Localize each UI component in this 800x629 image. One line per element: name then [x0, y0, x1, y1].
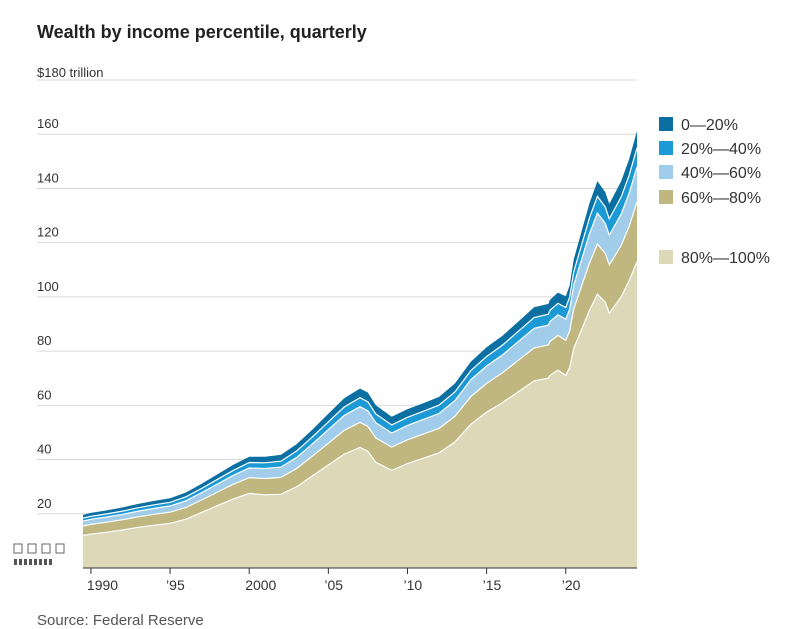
layer-boundary-line	[82, 261, 638, 537]
legend-label: 80%—100%	[681, 250, 770, 267]
y-tick-label: 20	[37, 496, 51, 511]
chart-title: Wealth by income percentile, quarterly	[37, 22, 367, 42]
area-series	[83, 202, 637, 536]
legend-swatch	[659, 117, 673, 131]
x-tick-label: ’15	[483, 577, 502, 593]
y-tick-label: 140	[37, 170, 59, 185]
x-tick-label: ’05	[324, 577, 343, 593]
x-tick-label: ’10	[403, 577, 422, 593]
legend-swatch	[659, 190, 673, 204]
legend-swatch	[659, 141, 673, 155]
area-series	[83, 261, 637, 568]
x-tick-label: 2000	[245, 577, 276, 593]
legend-swatch	[659, 250, 673, 264]
legend-label: 20%—40%	[681, 141, 761, 158]
x-tick-label: 1990	[87, 577, 118, 593]
y-tick-label: 40	[37, 442, 51, 457]
x-tick-label: ’20	[562, 577, 581, 593]
y-tick-label: 60	[37, 387, 51, 402]
y-tick-label: 160	[37, 116, 59, 131]
layer-boundaries	[82, 147, 638, 537]
y-tick-label: 100	[37, 279, 59, 294]
y-axis-top-label: $180 trillion	[37, 65, 104, 80]
y-axis-ticks: 20 40 60 80 100 120 140 160	[37, 116, 59, 511]
site-watermark-icon	[13, 543, 65, 565]
layer-boundary-line	[82, 166, 638, 522]
legend: 0—20% 20%—40% 40%—60% 60%—80% 80%—100%	[659, 117, 770, 267]
x-tick-label: ’95	[166, 577, 185, 593]
y-tick-label: 120	[37, 225, 59, 240]
legend-label: 60%—80%	[681, 190, 761, 207]
source-note: Source: Federal Reserve	[37, 612, 204, 629]
legend-swatch	[659, 165, 673, 179]
y-tick-label: 80	[37, 333, 51, 348]
legend-label: 0—20%	[681, 117, 738, 134]
x-axis: 1990 ’95 2000 ’05 ’10 ’15 ’20	[83, 567, 637, 593]
layer-boundary-line	[82, 147, 638, 519]
legend-label: 40%—60%	[681, 165, 761, 182]
layer-boundary-line	[82, 201, 638, 527]
area-series	[83, 166, 637, 527]
